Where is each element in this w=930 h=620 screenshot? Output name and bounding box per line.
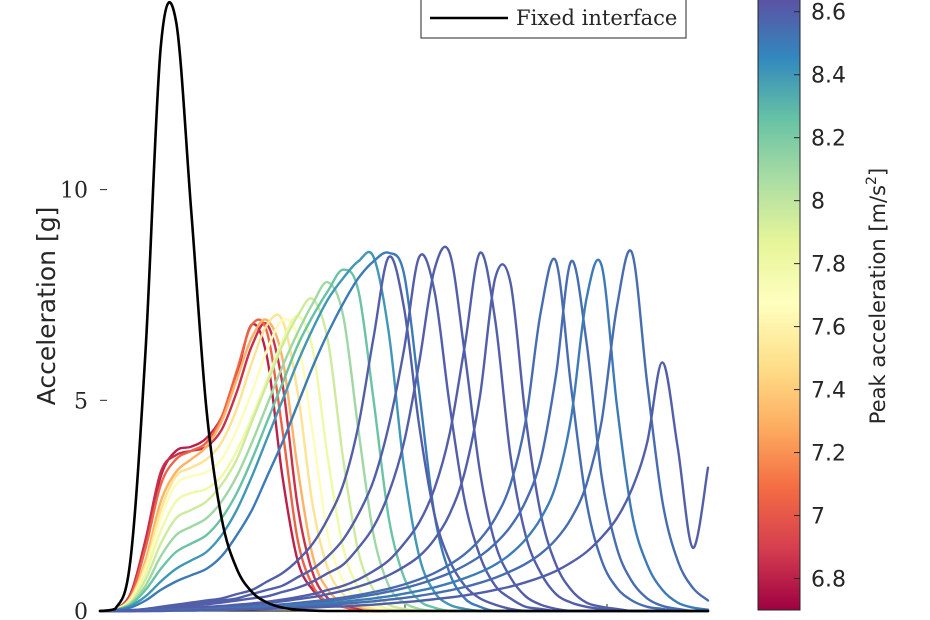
series-line-17 — [98, 263, 710, 613]
y-tick-label: 5 — [74, 389, 88, 414]
colorbar-tick-label: 7.6 — [811, 316, 846, 341]
y-tick-label: 10 — [60, 179, 88, 204]
colorbar-tick-label: 7.2 — [811, 442, 846, 467]
y-tick-label: 0 — [74, 600, 88, 620]
colorbar-label: Peak acceleration [m/s2] — [864, 168, 890, 424]
reference-series-layer — [98, 1, 710, 613]
colorbar-tick-label: 8.6 — [811, 1, 846, 26]
colorbar-tick-label: 7 — [811, 505, 825, 530]
y-axis-label: Acceleration [g] — [32, 207, 61, 406]
colorbar-tick-label: 6.8 — [811, 568, 846, 593]
colorbar-tick-label: 8 — [811, 190, 825, 215]
series-line-fixed-interface — [98, 1, 710, 613]
plot-area: 0 5 10 Acceleration [g] — [32, 1, 710, 620]
legend: Fixed interface — [420, 0, 687, 39]
colorbar-tick-label: 8.4 — [811, 64, 846, 89]
colorbar-gradient — [757, 0, 801, 611]
series-layer — [98, 245, 710, 613]
colorbar-tick-label: 7.4 — [811, 379, 846, 404]
series-line-22 — [98, 361, 710, 613]
colorbar-ticks: 6.8 7 7.2 7.4 7.6 7.8 8 8.2 8.4 8.6 — [794, 1, 846, 593]
colorbar: 6.8 7 7.2 7.4 7.6 7.8 8 8.2 8.4 8.6 Peak accelera… — [757, 0, 890, 611]
colorbar-tick-label: 7.8 — [811, 253, 846, 278]
y-ticks: 0 5 10 — [60, 179, 107, 620]
colorbar-tick-label: 8.2 — [811, 127, 846, 152]
legend-label-fixed-interface: Fixed interface — [516, 6, 677, 30]
